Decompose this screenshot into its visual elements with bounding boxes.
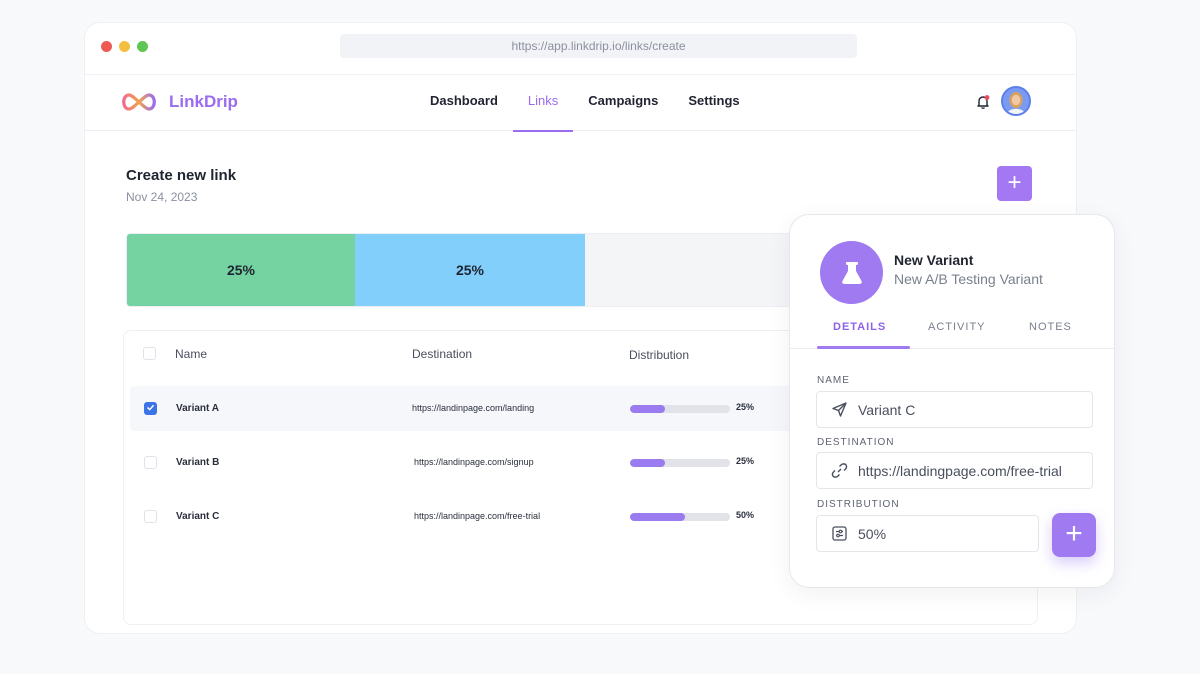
name-field[interactable]: Variant C [816,391,1093,428]
nav-dashboard[interactable]: Dashboard [430,93,498,108]
flask-icon [841,261,862,284]
panel-subtitle: New A/B Testing Variant [894,271,1043,287]
table-row[interactable]: Variant C https://landinpage.com/free-tr… [130,494,810,539]
nav-campaigns[interactable]: Campaigns [588,93,659,108]
table-row[interactable]: Variant B https://landinpage.com/signup … [130,440,810,485]
bell-icon[interactable] [975,94,991,110]
destination-field[interactable]: https://landingpage.com/free-trial [816,452,1093,489]
distribution-fill [630,513,685,521]
check-icon [146,404,155,411]
variant-name: Variant B [176,457,220,468]
brand-logo[interactable]: LinkDrip [119,91,238,113]
address-bar[interactable]: https://app.linkdrip.io/links/create [340,34,857,58]
distribution-value: 50% [858,525,887,542]
minimize-window-dot[interactable] [119,41,130,52]
name-label: NAME [817,375,850,386]
distribution-segment-b: 25% [355,234,585,306]
distribution-bar: 25% 25% [126,233,836,307]
close-window-dot[interactable] [101,41,112,52]
column-header-distribution: Distribution [629,348,690,362]
table-row[interactable]: Variant A https://landinpage.com/landing… [130,386,810,431]
nav-links[interactable]: Links [512,75,574,132]
distribution-percent: 50% [736,510,755,520]
name-value: Variant C [858,401,916,418]
page-date: Nov 24, 2023 [126,190,198,204]
distribution-fill [630,459,665,467]
browser-titlebar: https://app.linkdrip.io/links/create [85,23,1076,75]
page-title: Create new link [126,167,237,184]
row-checkbox[interactable] [144,402,157,415]
tab-notes[interactable]: NOTES [1029,321,1072,333]
select-all-checkbox[interactable] [143,347,156,360]
sliders-icon [832,526,847,541]
infinity-logo-icon [122,93,156,111]
send-icon [832,402,847,417]
main-nav: Dashboard Links Campaigns Settings [415,75,755,132]
column-header-name: Name [175,347,208,361]
user-avatar[interactable] [1001,86,1031,116]
active-tab-indicator [817,346,910,349]
distribution-track [630,459,730,467]
column-header-destination: Destination [412,347,473,361]
row-checkbox[interactable] [144,456,157,469]
destination-label: DESTINATION [817,437,895,448]
nav-settings[interactable]: Settings [688,93,740,108]
add-variant-button[interactable]: + [997,166,1032,201]
distribution-fill [630,405,665,413]
distribution-track [630,513,730,521]
distribution-percent: 25% [736,402,755,412]
panel-title: New Variant [894,252,974,268]
link-icon [831,463,848,478]
avatar [1003,88,1029,114]
add-variant-fab[interactable]: + [1052,513,1096,557]
destination-value: https://landingpage.com/free-trial [858,462,1062,479]
distribution-segment-a: 25% [127,234,355,306]
variant-avatar [820,241,883,304]
variant-destination[interactable]: https://landinpage.com/landing [412,403,535,413]
variant-name: Variant C [176,511,220,522]
variant-destination[interactable]: https://landinpage.com/signup [414,457,534,467]
distribution-percent: 25% [736,456,755,466]
panel-tabs: DETAILS ACTIVITY NOTES [790,315,1114,349]
brand-name: LinkDrip [169,92,238,111]
distribution-track [630,405,730,413]
variant-destination[interactable]: https://landinpage.com/free-trial [414,511,541,521]
tab-activity[interactable]: ACTIVITY [928,321,986,333]
variant-name: Variant A [176,403,219,414]
tab-details[interactable]: DETAILS [833,321,887,333]
row-checkbox[interactable] [144,510,157,523]
maximize-window-dot[interactable] [137,41,148,52]
top-navbar: LinkDrip Dashboard Links Campaigns Setti… [85,75,1076,132]
new-variant-panel: New Variant New A/B Testing Variant DETA… [789,214,1115,588]
distribution-field[interactable]: 50% [816,515,1039,552]
distribution-label: DISTRIBUTION [817,499,900,510]
